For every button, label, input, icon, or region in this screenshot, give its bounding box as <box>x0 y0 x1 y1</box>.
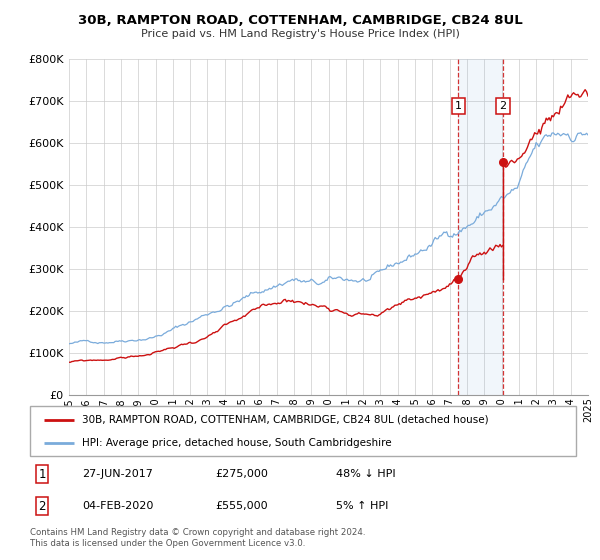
Text: Contains HM Land Registry data © Crown copyright and database right 2024.: Contains HM Land Registry data © Crown c… <box>30 528 365 536</box>
Text: £275,000: £275,000 <box>215 469 269 479</box>
Text: £555,000: £555,000 <box>215 501 268 511</box>
Text: 5% ↑ HPI: 5% ↑ HPI <box>336 501 388 511</box>
Text: 04-FEB-2020: 04-FEB-2020 <box>82 501 153 511</box>
Text: Price paid vs. HM Land Registry's House Price Index (HPI): Price paid vs. HM Land Registry's House … <box>140 29 460 39</box>
Text: 30B, RAMPTON ROAD, COTTENHAM, CAMBRIDGE, CB24 8UL (detached house): 30B, RAMPTON ROAD, COTTENHAM, CAMBRIDGE,… <box>82 414 488 424</box>
Text: 48% ↓ HPI: 48% ↓ HPI <box>336 469 395 479</box>
Text: This data is licensed under the Open Government Licence v3.0.: This data is licensed under the Open Gov… <box>30 539 305 548</box>
Text: 2: 2 <box>38 500 46 513</box>
Bar <box>458 59 503 395</box>
Text: 1: 1 <box>38 468 46 480</box>
Text: HPI: Average price, detached house, South Cambridgeshire: HPI: Average price, detached house, Sout… <box>82 438 391 448</box>
Text: 1: 1 <box>455 101 462 111</box>
Text: 30B, RAMPTON ROAD, COTTENHAM, CAMBRIDGE, CB24 8UL: 30B, RAMPTON ROAD, COTTENHAM, CAMBRIDGE,… <box>77 14 523 27</box>
Text: 27-JUN-2017: 27-JUN-2017 <box>82 469 153 479</box>
Text: 2: 2 <box>499 101 506 111</box>
